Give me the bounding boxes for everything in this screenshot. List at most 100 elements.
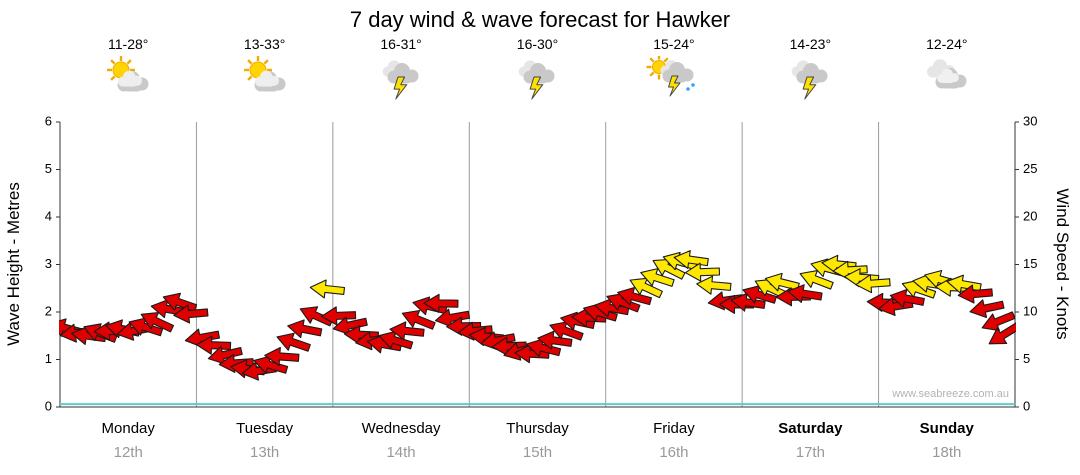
right-tick-label: 20	[1023, 208, 1037, 223]
watermark: www.seabreeze.com.au	[891, 388, 1009, 400]
day-temperature-range: 11-28°	[108, 36, 149, 52]
wind-arrow	[855, 274, 891, 294]
chart-title: 7 day wind & wave forecast for Hawker	[349, 7, 731, 32]
wind-arrow	[787, 284, 823, 304]
wind-arrow	[287, 319, 323, 339]
day-temperature-range: 16-30°	[516, 36, 559, 52]
weather-icon-wrap	[917, 56, 977, 105]
wind-arrow	[389, 321, 425, 341]
wind-arrow	[332, 316, 368, 336]
day-label: Wednesday	[361, 420, 441, 437]
wind-arrow	[957, 284, 993, 304]
wind-arrow-series	[59, 250, 1016, 381]
day-label: Saturday	[778, 420, 843, 437]
day-column: 16-31°	[333, 36, 469, 105]
weather-icon-wrap	[780, 56, 840, 105]
right-tick-label: 10	[1023, 303, 1037, 318]
sun-cloud-icon	[107, 56, 149, 92]
wind-arrow	[901, 279, 937, 299]
day-label: Monday	[101, 420, 155, 437]
wind-arrow	[684, 262, 721, 282]
left-tick-label: 5	[45, 161, 52, 176]
day-temperature-range: 14-23°	[789, 36, 832, 52]
right-tick-label: 0	[1023, 398, 1030, 413]
wind-arrow	[764, 272, 800, 292]
wind-arrow	[889, 288, 925, 308]
day-label: Friday	[653, 420, 695, 437]
storm-icon	[382, 60, 419, 100]
sun-storm-rain-icon	[646, 54, 695, 97]
storm-icon	[519, 60, 555, 100]
day-column: 13-33°	[196, 36, 332, 105]
wind-arrow	[140, 311, 175, 333]
left-tick-label: 1	[45, 351, 52, 366]
day-label: Thursday	[506, 420, 569, 437]
right-tick-label: 15	[1023, 256, 1037, 271]
wind-arrow	[617, 287, 652, 306]
wind-arrow	[343, 325, 380, 345]
day-column: 15-24°	[606, 36, 742, 105]
wind-arrow	[253, 355, 289, 374]
left-tick-label: 3	[45, 256, 52, 271]
right-tick-label: 5	[1023, 351, 1030, 366]
day-date-label: 13th	[250, 444, 280, 461]
weather-icon-wrap	[644, 54, 704, 105]
wind-arrow	[526, 338, 562, 357]
weather-icon-wrap	[371, 56, 431, 105]
day-date-label: 15th	[522, 444, 553, 461]
wind-arrow	[988, 322, 1016, 345]
day-date-label: 18th	[932, 444, 962, 461]
wind-arrow	[378, 330, 414, 350]
wind-arrow	[491, 336, 527, 356]
day-temperature-range: 13-33°	[243, 36, 286, 52]
wind-arrow	[583, 303, 618, 322]
wind-arrow	[309, 279, 346, 299]
day-column: 11-28°	[60, 36, 196, 105]
weather-icon-wrap	[235, 56, 295, 105]
wind-arrow	[742, 285, 778, 304]
weather-icon-wrap	[98, 56, 158, 105]
left-tick-label: 4	[45, 208, 52, 223]
day-column: 16-30°	[469, 36, 605, 105]
day-label: Sunday	[919, 420, 974, 437]
wind-arrow	[606, 292, 641, 313]
wind-arrow	[730, 292, 766, 312]
sun-cloud-icon	[243, 56, 286, 92]
wind-arrow	[629, 277, 663, 299]
wind-arrow	[320, 306, 357, 326]
wind-arrow	[799, 270, 834, 290]
wind-arrow	[195, 335, 232, 355]
left-tick-label: 6	[45, 113, 52, 128]
wind-arrow	[981, 311, 1016, 332]
wind-arrow	[640, 268, 675, 287]
wind-arrow	[207, 345, 243, 365]
wind-arrow	[969, 299, 1005, 318]
day-date-label: 14th	[386, 444, 416, 461]
wind-arrow	[128, 317, 164, 337]
wind-arrow	[434, 308, 471, 328]
day-column: 14-23°	[742, 36, 878, 105]
left-tick-label: 0	[45, 398, 52, 413]
day-temperature-range: 12-24°	[926, 36, 968, 52]
right-tick-label: 25	[1023, 161, 1037, 176]
day-temperature-range: 15-24°	[653, 36, 695, 52]
day-date-label: 16th	[659, 444, 689, 461]
wind-arrow	[754, 278, 789, 300]
right-tick-label: 30	[1023, 113, 1037, 128]
day-temperature-range: 16-31°	[380, 36, 422, 52]
storm-icon	[791, 60, 828, 100]
cloudy-icon	[926, 59, 967, 89]
wind-arrow	[549, 321, 584, 341]
wind-arrow	[652, 258, 686, 280]
day-column: 12-24°	[879, 36, 1015, 105]
wind-arrow	[696, 275, 732, 295]
left-tick-label: 2	[45, 303, 52, 318]
day-date-label: 17th	[795, 444, 825, 461]
wind-arrow	[173, 304, 209, 324]
wind-arrow	[537, 330, 573, 350]
wind-arrow	[264, 346, 300, 366]
day-date-label: 12th	[113, 444, 143, 461]
day-label: Tuesday	[236, 420, 294, 437]
